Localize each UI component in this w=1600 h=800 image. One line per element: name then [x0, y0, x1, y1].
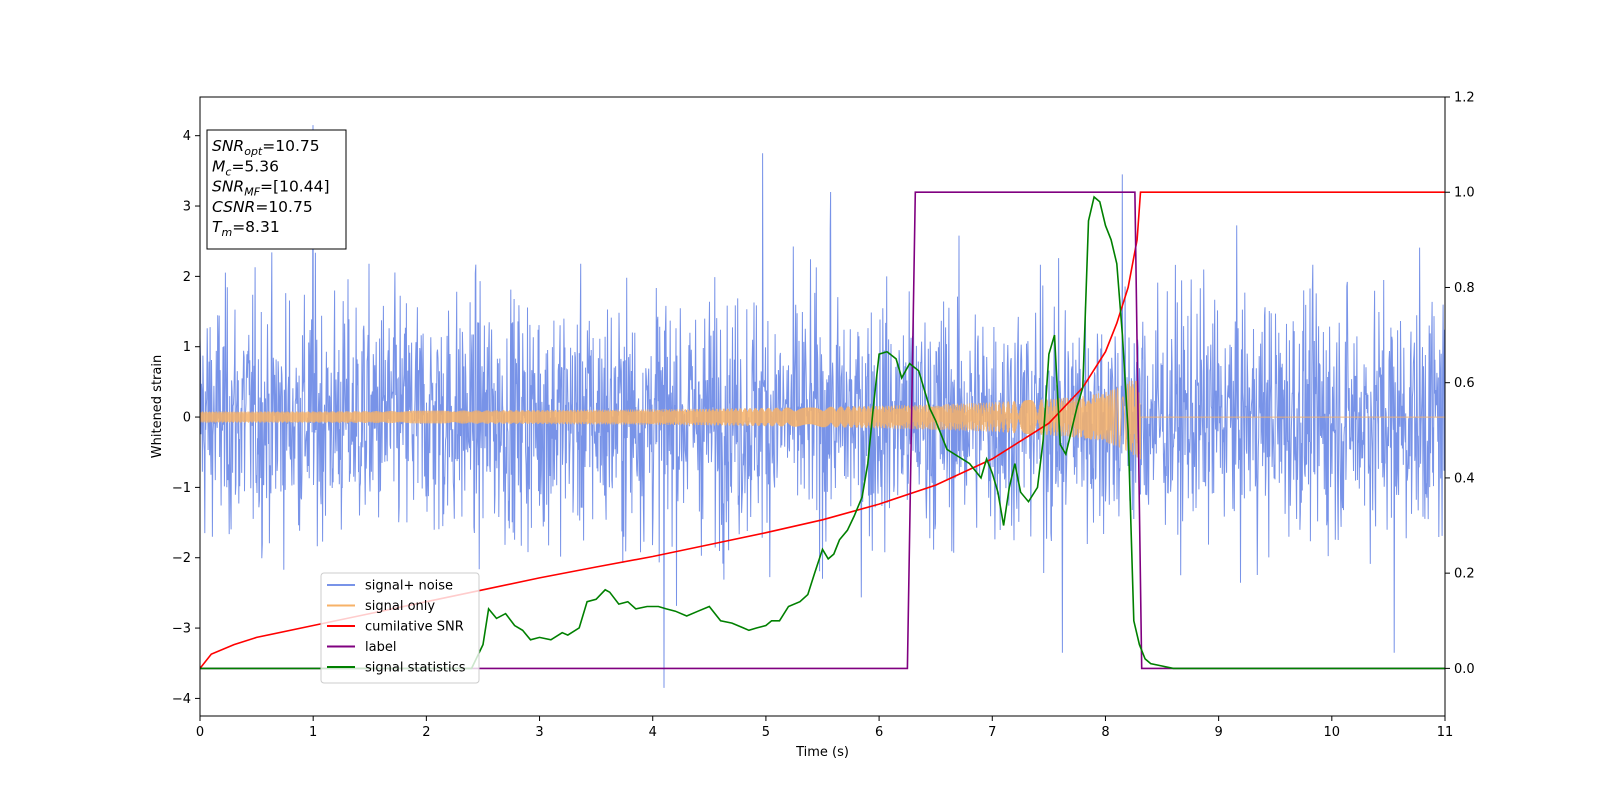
legend-entry: label: [365, 640, 396, 655]
legend: signal+ noise signal only cumilative SNR la…: [320, 572, 480, 684]
y-left-tick-label: −4: [172, 692, 191, 707]
annotation-line: CSNR=10.75: [212, 198, 313, 216]
legend-entry: signal+ noise: [365, 579, 453, 594]
x-tick-label: 0: [196, 725, 204, 740]
signal-only-line: [200, 380, 1445, 460]
x-tick-label: 5: [762, 725, 770, 740]
legend-frame: [320, 572, 480, 684]
y-axis-label: Whitened strain: [150, 355, 165, 458]
y-right-tick-label: 1.2: [1454, 91, 1475, 106]
y-left-tick-label: −1: [172, 481, 191, 496]
annotation-line: SNRopt=10.75: [212, 137, 320, 158]
signal-statistics-line: [200, 195, 1445, 670]
y-right-tick-label: 0.8: [1454, 281, 1475, 296]
x-tick-label: 8: [1101, 725, 1109, 740]
x-axis-label: Time (s): [795, 745, 849, 760]
x-tick-label: 10: [1324, 725, 1341, 740]
axes-layer: 0 1 2 3 4 5 6 7 8 9 10 11 −4 −3 −2 −1 0 1 2 3 4 0.0 0.2 0.4 0.6 0…: [172, 91, 1475, 741]
x-tick-label: 2: [422, 725, 430, 740]
y-right-tick-label: 0.2: [1454, 567, 1475, 582]
x-tick-label: 3: [535, 725, 543, 740]
y-right-tick-label: 1.0: [1454, 186, 1475, 201]
x-tick-label: 1: [309, 725, 317, 740]
x-tick-label: 4: [649, 725, 657, 740]
signal-noise-line: [200, 125, 1445, 688]
signal-layer: [200, 380, 1445, 460]
annotation-box: SNRopt=10.75Mc=5.36SNRMF=[10.44]CSNR=10.…: [206, 129, 347, 250]
noise-layer: [200, 125, 1445, 688]
y-left-tick-label: 2: [183, 270, 191, 285]
y-left-tick-label: 3: [183, 200, 191, 215]
x-tick-label: 9: [1214, 725, 1222, 740]
legend-entry: signal statistics: [365, 661, 466, 676]
legend-entry: signal only: [365, 599, 435, 614]
annotation-line: Mc=5.36: [212, 157, 279, 178]
y-left-tick-label: −3: [172, 622, 191, 637]
y-left-tick-label: 0: [183, 411, 191, 426]
y-left-tick-label: 4: [183, 129, 191, 144]
annotation-line: SNRMF=[10.44]: [212, 178, 330, 199]
x-tick-label: 11: [1437, 725, 1454, 740]
y-right-tick-label: 0.4: [1454, 471, 1475, 486]
plot-frame: [199, 96, 1446, 717]
x-tick-label: 7: [988, 725, 996, 740]
y-left-tick-label: −2: [172, 551, 191, 566]
y-right-tick-label: 0.6: [1454, 376, 1475, 391]
y-left-tick-label: 1: [183, 340, 191, 355]
legend-entry: cumilative SNR: [365, 620, 464, 635]
annotation-line: Tm=8.31: [212, 218, 280, 239]
x-tick-label: 6: [875, 725, 883, 740]
annotation-frame: [206, 129, 347, 250]
y-right-tick-label: 0.0: [1454, 662, 1475, 677]
